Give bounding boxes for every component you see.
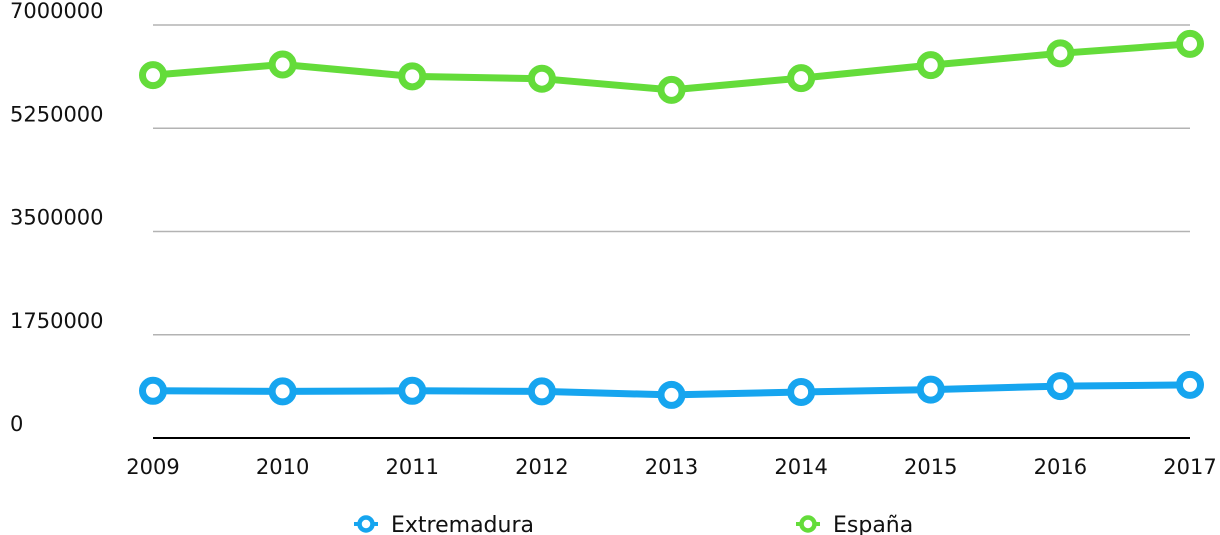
data-point <box>787 64 816 93</box>
y-tick-label: 1750000 <box>10 309 104 333</box>
series-2 <box>139 29 1204 104</box>
data-point <box>268 50 297 79</box>
y-tick-label: 5250000 <box>10 102 104 126</box>
y-tick-label: 7000000 <box>10 0 104 23</box>
legend-label: Extremadura <box>391 513 534 535</box>
data-point <box>787 377 816 406</box>
data-point <box>1176 29 1204 58</box>
series-layer <box>139 29 1204 409</box>
x-tick-label: 2014 <box>774 455 827 479</box>
data-point <box>1046 39 1075 68</box>
legend: Extremadura España <box>354 513 913 535</box>
x-tick-label: 2013 <box>645 455 698 479</box>
data-point <box>139 376 167 405</box>
data-point <box>657 75 686 104</box>
data-point <box>268 377 297 406</box>
x-tick-label: 2011 <box>386 455 439 479</box>
data-point <box>527 377 556 406</box>
data-point <box>398 376 427 405</box>
y-axis-tick-labels: 0 1750000 3500000 5250000 7000000 <box>10 0 104 436</box>
data-point <box>916 375 945 404</box>
x-axis-tick-labels: 2009 2010 2011 2012 2013 2014 2015 2016 2017 <box>126 455 1216 479</box>
legend-item-2: España <box>796 513 913 535</box>
data-point <box>657 380 686 409</box>
y-tick-label: 0 <box>10 412 23 436</box>
legend-label: España <box>833 513 913 535</box>
data-point <box>1176 370 1204 399</box>
y-tick-label: 3500000 <box>10 206 104 230</box>
legend-marker-icon <box>357 515 375 533</box>
data-point <box>139 61 167 90</box>
grid-layer <box>153 24 1190 439</box>
data-point <box>916 51 945 80</box>
x-tick-label: 2015 <box>904 455 957 479</box>
x-tick-label: 2010 <box>256 455 309 479</box>
x-tick-label: 2017 <box>1163 455 1216 479</box>
x-tick-label: 2009 <box>126 455 179 479</box>
x-tick-label: 2016 <box>1034 455 1087 479</box>
legend-marker-icon <box>799 515 817 533</box>
data-point <box>527 64 556 93</box>
legend-item-1: Extremadura <box>354 513 534 535</box>
data-point <box>1046 372 1075 401</box>
series-1 <box>139 370 1204 409</box>
data-point <box>398 62 427 91</box>
x-tick-label: 2012 <box>515 455 568 479</box>
